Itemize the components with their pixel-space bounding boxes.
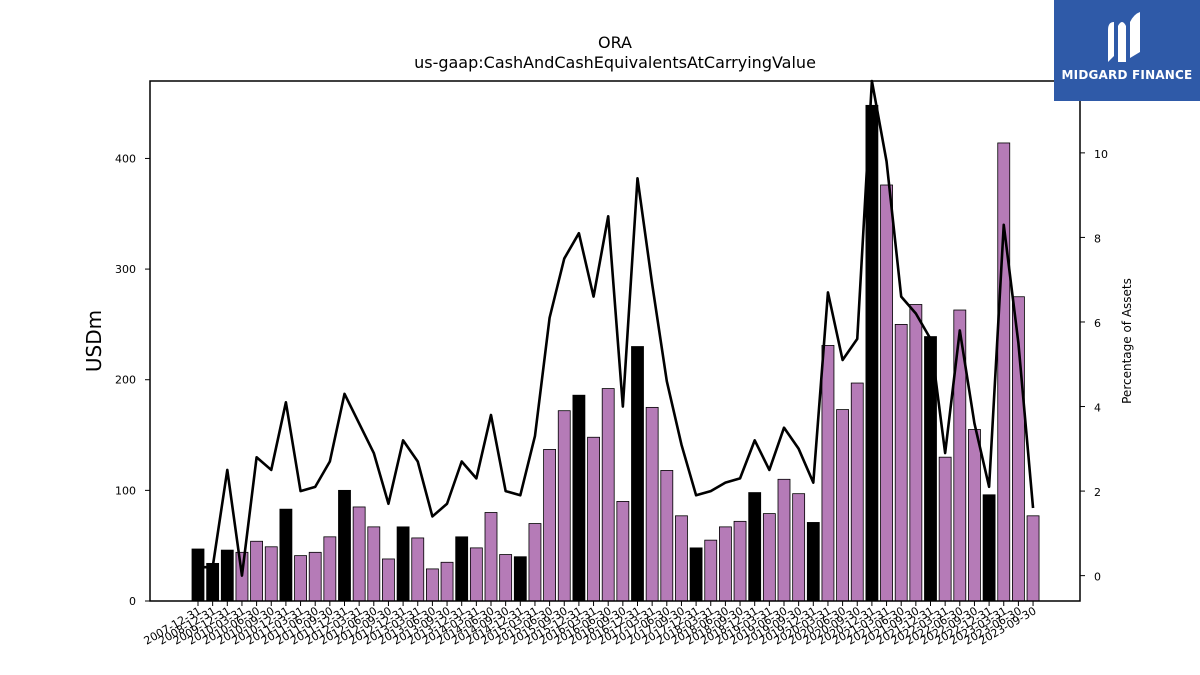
bar [279, 508, 293, 602]
bar [572, 394, 586, 602]
y-axis-label: USDm [82, 310, 106, 372]
bar [264, 546, 278, 602]
bar [425, 568, 439, 602]
bar [587, 436, 600, 602]
y2-tick-label: 4 [1094, 402, 1101, 415]
bar [528, 523, 542, 602]
bar [352, 506, 366, 602]
bar [601, 388, 615, 602]
bar [411, 537, 425, 602]
bar [806, 522, 820, 602]
bar [880, 184, 893, 602]
bar [338, 489, 351, 602]
y-tick-label: 300 [115, 263, 136, 276]
bar [469, 547, 483, 602]
bar [250, 540, 264, 602]
y-tick-label: 0 [129, 595, 136, 608]
x-tick-labels: 2007-12-312008-12-312009-12-312010-03-31… [142, 604, 1039, 647]
bar [206, 562, 220, 602]
bar [499, 554, 513, 602]
logo-text: MIDGARD FINANCE [1061, 68, 1193, 82]
bar [382, 558, 395, 602]
brand-logo: MIDGARD FINANCE [1054, 0, 1200, 101]
y-tick-label: 200 [115, 374, 136, 387]
chart-title: ORA [598, 33, 632, 52]
bar [982, 494, 996, 602]
y2-tick-label: 0 [1094, 571, 1101, 584]
bar [675, 515, 688, 602]
chart-subtitle: us-gaap:CashAndCashEquivalentsAtCarrying… [414, 53, 816, 72]
bar [513, 556, 527, 602]
bar [543, 449, 556, 602]
bar [660, 470, 674, 602]
bar-group [191, 104, 1040, 602]
percentage-line [198, 79, 1035, 577]
bar [455, 536, 469, 602]
bar [557, 410, 571, 602]
bar [719, 526, 732, 602]
bar [294, 555, 307, 602]
bar [616, 501, 630, 602]
bar [850, 382, 864, 602]
bar [484, 512, 498, 602]
axes: 0 100 200 300 400 0 2 4 6 8 10 [115, 80, 1108, 608]
bar [367, 526, 381, 602]
bar [865, 104, 879, 602]
bar [821, 345, 835, 602]
y2-tick-label: 6 [1094, 317, 1101, 330]
line-group [198, 79, 1035, 577]
y-tick-label: 400 [115, 152, 136, 165]
y2-tick-label: 8 [1094, 232, 1101, 245]
y2-axis-label: Percentage of Assets [1120, 278, 1134, 404]
bar [631, 346, 644, 602]
plot-frame [149, 80, 1081, 602]
bar [645, 406, 659, 602]
y2-tick-label: 10 [1094, 148, 1108, 161]
bar [909, 304, 923, 602]
bar [748, 492, 762, 602]
bar [191, 548, 205, 602]
bar [308, 551, 322, 602]
bar [777, 478, 791, 602]
bar [396, 526, 410, 602]
bar [762, 513, 776, 602]
bar [968, 429, 981, 602]
bar [440, 561, 454, 602]
bar [938, 456, 952, 602]
bar [1026, 515, 1040, 602]
bar [733, 520, 747, 602]
y2-tick-label: 2 [1094, 486, 1101, 499]
bar [323, 536, 337, 602]
bar [220, 549, 234, 602]
bar [836, 409, 849, 602]
bar [792, 493, 806, 602]
y-tick-label: 100 [115, 484, 136, 497]
bar [997, 142, 1011, 602]
logo-mark-icon [1108, 12, 1140, 62]
bar [689, 547, 703, 602]
bar [704, 539, 718, 602]
bar [894, 323, 908, 602]
